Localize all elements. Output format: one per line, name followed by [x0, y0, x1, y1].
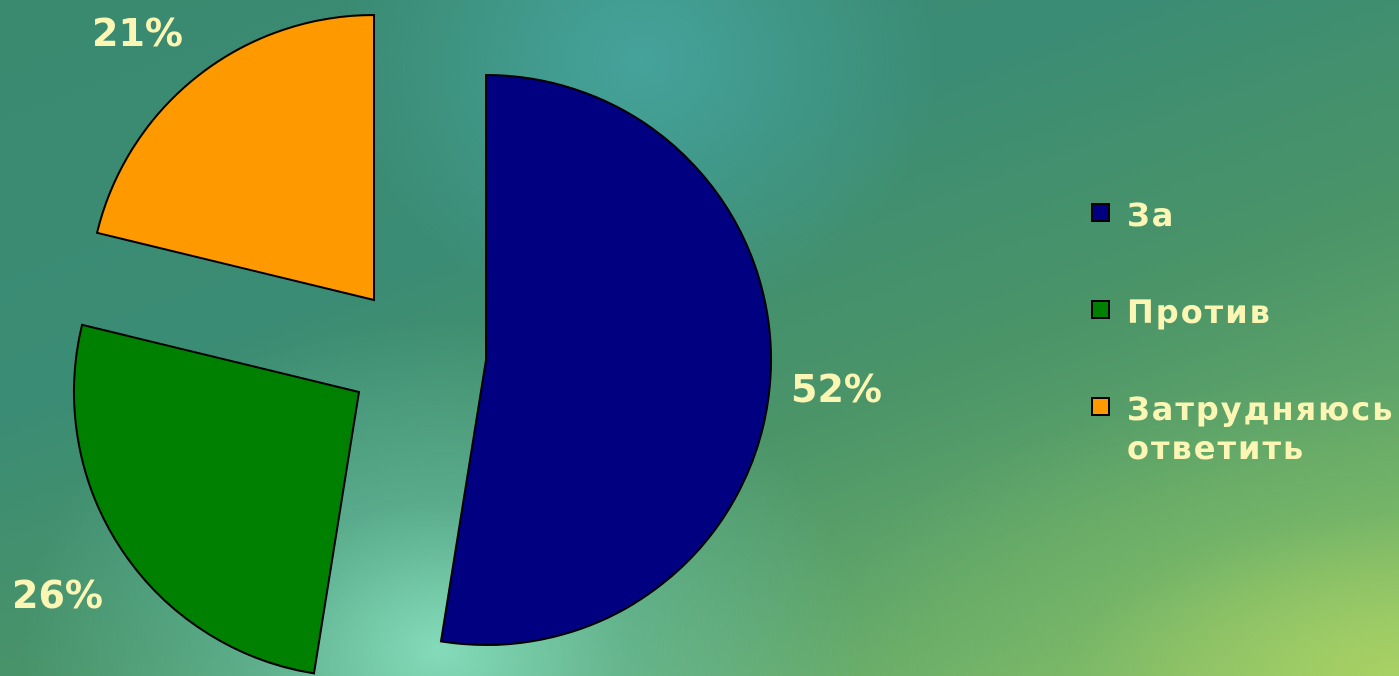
legend-item-za: За — [1091, 196, 1399, 235]
data-label-zatrudnyayus: 21% — [92, 11, 183, 55]
legend-swatch-protiv — [1091, 300, 1110, 320]
legend-item-zatrudnyayus: Затрудняюсь ответить — [1091, 390, 1399, 468]
legend-label-za: За — [1127, 196, 1176, 234]
legend-label-zatrudnyayus: Затрудняюсь ответить — [1127, 390, 1395, 468]
legend-item-protiv: Против — [1091, 293, 1399, 332]
chart-legend: За Против Затрудняюсь ответить — [1091, 196, 1399, 468]
data-label-protiv: 26% — [12, 573, 103, 617]
legend-label-protiv: Против — [1127, 293, 1272, 332]
legend-swatch-zatrudnyayus — [1091, 397, 1110, 417]
pie-slice-zatrudnyayus — [95, 13, 375, 302]
legend-swatch-za — [1091, 203, 1110, 222]
pie-slice-za — [439, 73, 772, 646]
data-label-za: 52% — [791, 367, 882, 411]
pie-slice-protiv — [73, 323, 361, 675]
